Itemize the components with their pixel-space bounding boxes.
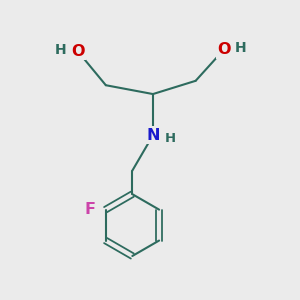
Text: H: H [54, 43, 66, 57]
Text: O: O [71, 44, 85, 59]
Text: N: N [146, 128, 160, 143]
Text: H: H [235, 41, 247, 56]
Text: F: F [85, 202, 96, 217]
Text: H: H [164, 132, 175, 145]
Text: O: O [217, 42, 230, 57]
